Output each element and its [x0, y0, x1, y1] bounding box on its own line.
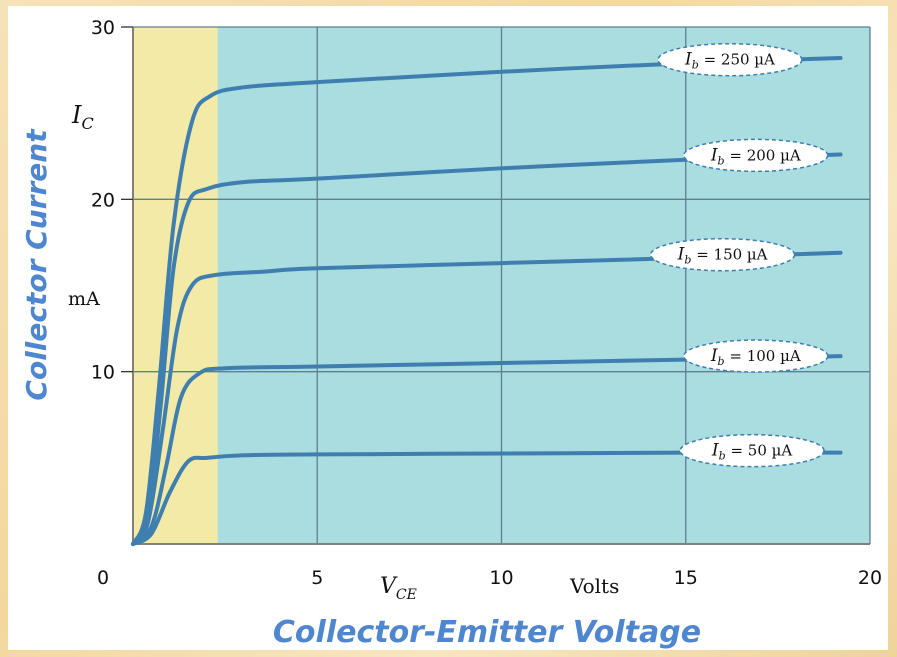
series-label-text: Ib = 200 µA: [710, 145, 801, 167]
x-tick-label-20: 20: [858, 567, 882, 589]
series-label-2: Ib = 100 µA: [683, 339, 829, 373]
x-axis-symbol: VCE: [380, 574, 417, 603]
series-curve-1: [131, 450, 843, 546]
series-curve-4: [131, 152, 843, 546]
series-curve-3: [131, 250, 843, 546]
x-tick-label-15: 15: [674, 567, 698, 589]
y-unit: mA: [68, 288, 100, 310]
x-tick-label-5: 5: [311, 567, 323, 589]
series-label-text: Ib = 50 µA: [711, 441, 792, 463]
series-label-bubble: [683, 339, 829, 373]
y-tick-labels: 10 20 30: [91, 17, 115, 384]
curve-labels: Ib = 50 µA Ib = 100 µA Ib = 150 µA Ib = 200…: [649, 42, 829, 468]
series-label-text: Ib = 100 µA: [710, 346, 801, 368]
series-label-bubble: [657, 42, 803, 77]
y-tick-label-20: 20: [91, 189, 115, 211]
series-curve-2: [131, 354, 843, 546]
x-unit: Volts: [569, 574, 619, 598]
x-tick-label-0: 0: [97, 567, 109, 589]
y-axis-symbol: IC: [71, 101, 94, 133]
series-label-5: Ib = 250 µA: [657, 42, 803, 77]
curves: [131, 56, 843, 546]
series-label-3: Ib = 150 µA: [649, 237, 796, 272]
series-label-bubble: [683, 138, 829, 173]
y-tick-label-30: 30: [91, 17, 115, 39]
series-label-bubble: [679, 433, 825, 468]
series-curve-5: [131, 56, 843, 546]
series-label-1: Ib = 50 µA: [679, 433, 825, 468]
x-tick-labels: 0 5 10 15 20: [97, 567, 882, 589]
series-label-text: Ib = 150 µA: [677, 245, 768, 267]
x-tick-label-10: 10: [489, 567, 513, 589]
y-axis-title: Collector Current: [20, 128, 53, 401]
series-label-4: Ib = 200 µA: [683, 138, 829, 173]
series-label-bubble: [649, 237, 796, 272]
y-tick-label-10: 10: [91, 362, 115, 384]
x-axis-title: Collector-Emitter Voltage: [273, 615, 701, 650]
series-label-text: Ib = 250 µA: [684, 50, 775, 72]
saturation-region: [133, 27, 218, 544]
